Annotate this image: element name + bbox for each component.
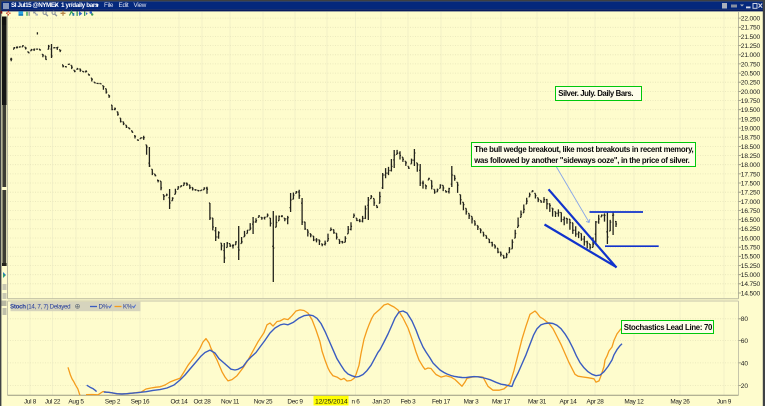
svg-text:Dec 9: Dec 9 xyxy=(287,399,303,406)
svg-text:Feb 3: Feb 3 xyxy=(401,399,417,406)
svg-text:Stoch: Stoch xyxy=(10,304,26,311)
svg-text:15.500: 15.500 xyxy=(741,254,761,261)
svg-text:19.000: 19.000 xyxy=(741,126,761,133)
svg-text:Oct 28: Oct 28 xyxy=(193,399,211,406)
svg-text:17.750: 17.750 xyxy=(741,171,761,178)
svg-text:21.250: 21.250 xyxy=(741,43,761,50)
svg-text:19.250: 19.250 xyxy=(741,116,761,123)
svg-text:18.500: 18.500 xyxy=(741,144,761,151)
svg-text:Mar 17: Mar 17 xyxy=(492,399,511,406)
svg-text:May 12: May 12 xyxy=(624,399,644,406)
svg-text:Mar 31: Mar 31 xyxy=(528,399,547,406)
svg-text:80: 80 xyxy=(741,316,749,323)
svg-text:17.250: 17.250 xyxy=(741,190,761,197)
svg-text:15.250: 15.250 xyxy=(741,263,761,270)
svg-text:16.000: 16.000 xyxy=(741,235,761,242)
svg-text:15.750: 15.750 xyxy=(741,245,761,252)
svg-text:20: 20 xyxy=(741,383,749,390)
svg-text:15.000: 15.000 xyxy=(741,272,761,279)
svg-text:22.000: 22.000 xyxy=(741,16,761,23)
svg-text:18.750: 18.750 xyxy=(741,135,761,142)
svg-text:16.750: 16.750 xyxy=(741,208,761,215)
svg-text:20.250: 20.250 xyxy=(741,80,761,87)
svg-text:18.000: 18.000 xyxy=(741,162,761,169)
svg-text:Sep 2: Sep 2 xyxy=(105,399,121,406)
svg-text:K%: K% xyxy=(123,304,133,311)
svg-text:21.500: 21.500 xyxy=(741,34,761,41)
svg-text:(14, 7, 7) Delayed: (14, 7, 7) Delayed xyxy=(27,304,72,311)
svg-text:Apr 28: Apr 28 xyxy=(586,399,604,406)
svg-text:Jul 22: Jul 22 xyxy=(45,399,61,406)
svg-text:May 26: May 26 xyxy=(670,399,690,406)
svg-text:Jun 9: Jun 9 xyxy=(717,399,732,406)
svg-text:20.000: 20.000 xyxy=(741,89,761,96)
svg-text:21.750: 21.750 xyxy=(741,25,761,32)
svg-text:40: 40 xyxy=(741,360,749,367)
svg-text:18.250: 18.250 xyxy=(741,153,761,160)
svg-text:Feb 17: Feb 17 xyxy=(432,399,451,406)
svg-text:19.750: 19.750 xyxy=(741,98,761,105)
svg-text:12/25/2014: 12/25/2014 xyxy=(315,398,348,405)
svg-text:14.750: 14.750 xyxy=(741,281,761,288)
svg-text:17.500: 17.500 xyxy=(741,180,761,187)
svg-text:14.500: 14.500 xyxy=(741,290,761,297)
svg-text:n 6: n 6 xyxy=(352,399,361,406)
svg-text:16.500: 16.500 xyxy=(741,217,761,224)
svg-text:Apr 14: Apr 14 xyxy=(559,399,577,406)
svg-text:Sep 16: Sep 16 xyxy=(131,399,150,406)
svg-text:Nov 25: Nov 25 xyxy=(254,399,273,406)
svg-text:20.500: 20.500 xyxy=(741,71,761,78)
svg-text:Nov 11: Nov 11 xyxy=(221,399,240,406)
svg-text:17.000: 17.000 xyxy=(741,199,761,206)
svg-text:20.750: 20.750 xyxy=(741,61,761,68)
svg-text:D%: D% xyxy=(99,304,109,311)
svg-text:60: 60 xyxy=(741,338,749,345)
svg-text:Aug 5: Aug 5 xyxy=(68,399,84,406)
svg-text:Oct 14: Oct 14 xyxy=(170,399,188,406)
svg-text:21.000: 21.000 xyxy=(741,52,761,59)
svg-text:Jul 8: Jul 8 xyxy=(24,399,37,406)
svg-text:Jan 20: Jan 20 xyxy=(372,399,390,406)
svg-text:19.500: 19.500 xyxy=(741,107,761,114)
svg-text:Mar 3: Mar 3 xyxy=(464,399,480,406)
svg-text:16.250: 16.250 xyxy=(741,226,761,233)
